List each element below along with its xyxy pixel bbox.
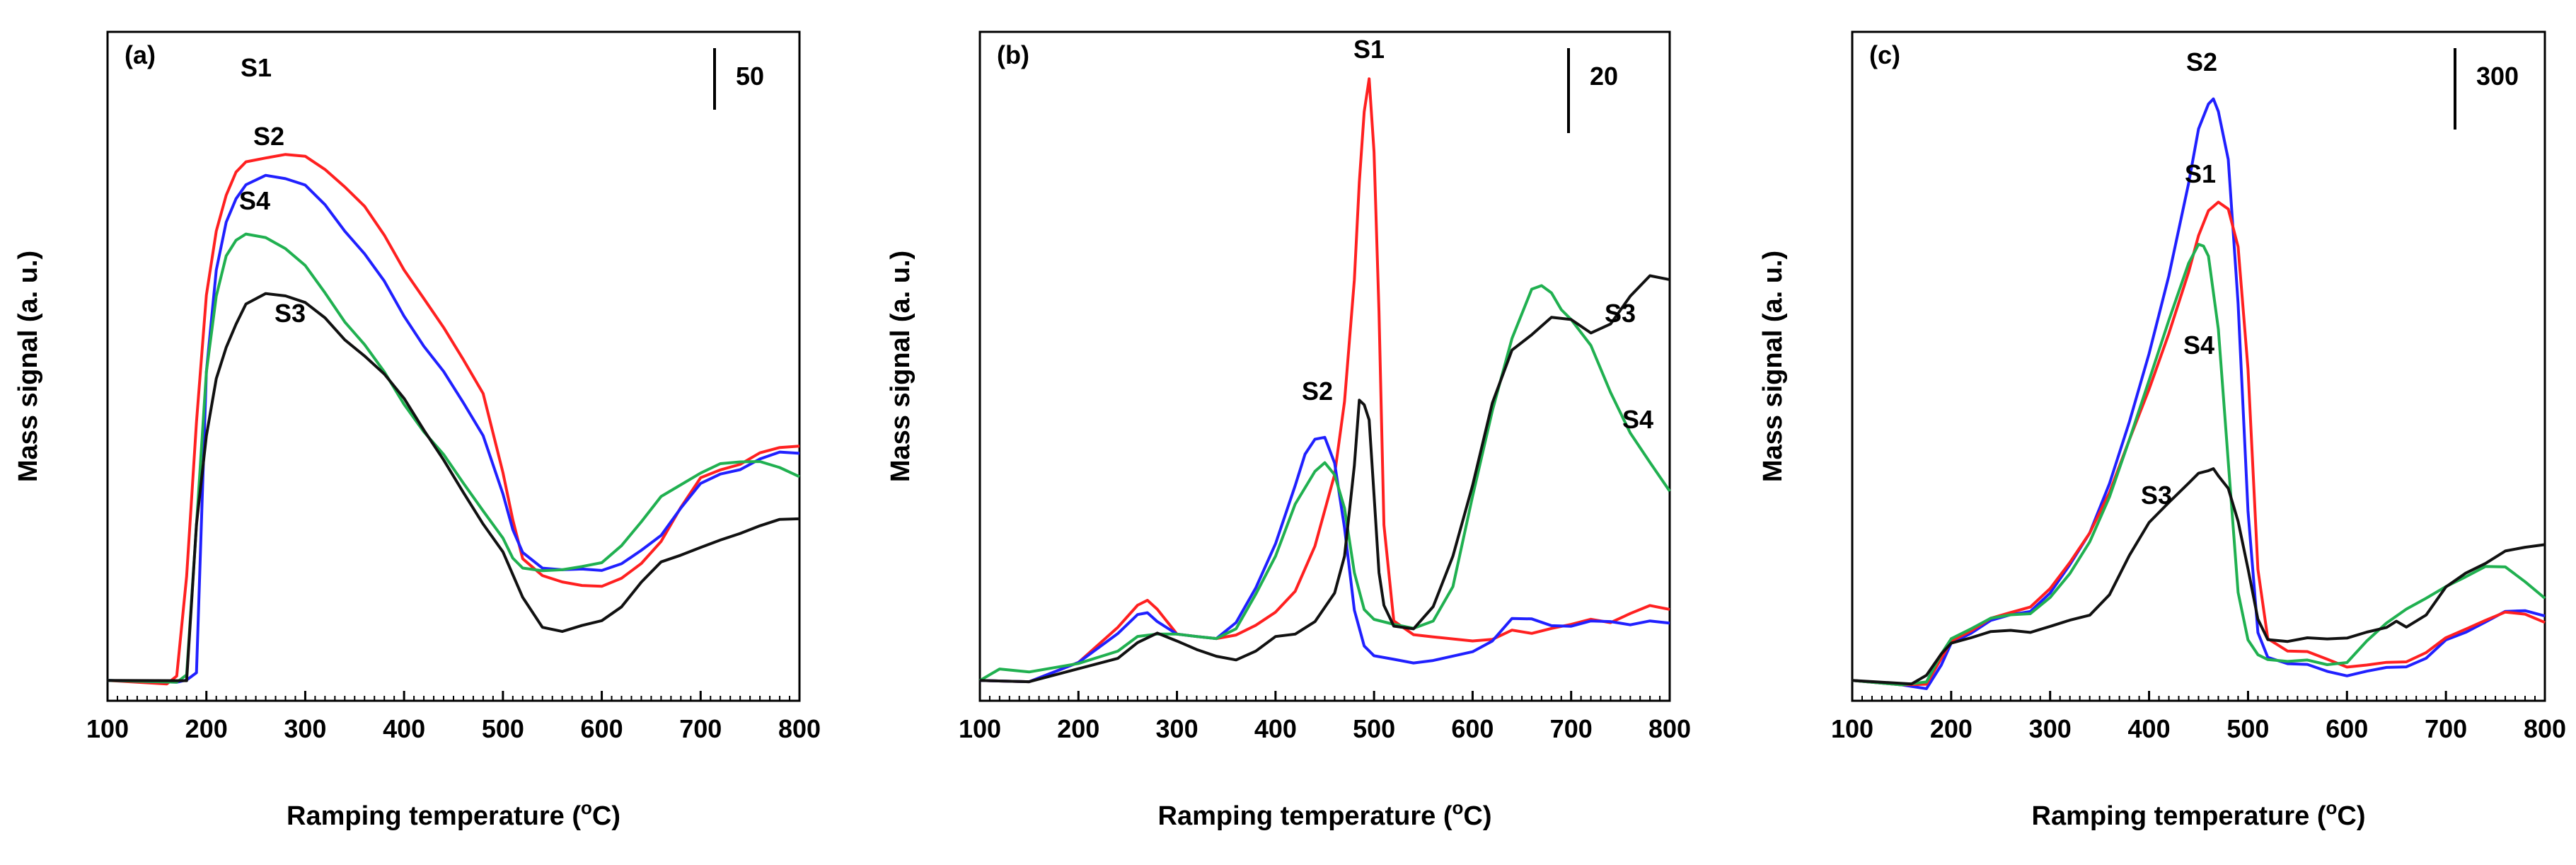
series-annotation-S4: S4 (1622, 405, 1653, 434)
series-line-S3 (107, 292, 800, 682)
scale-bar-label: 300 (2476, 62, 2519, 91)
x-tick-label: 200 (185, 714, 228, 743)
series-line-S2 (979, 435, 1670, 684)
series-line-S4 (978, 284, 1671, 682)
series-line-S4 (1852, 243, 2546, 687)
series-line-S4 (107, 232, 800, 684)
panel-label: (a) (125, 40, 156, 69)
series-annotation-S3: S3 (1605, 299, 1636, 328)
x-axis-label: Ramping temperature (oC) (287, 797, 620, 831)
series-annotation-S2: S2 (1302, 377, 1333, 406)
series-annotation-S1: S1 (2185, 159, 2216, 188)
series-annotation-S1: S1 (1353, 35, 1385, 64)
series-line-S2 (107, 173, 800, 684)
x-tick-label: 100 (1831, 714, 1873, 743)
series-line-S3 (979, 274, 1670, 684)
x-tick-label: 100 (86, 714, 129, 743)
series-annotation-S2: S2 (2186, 47, 2217, 76)
x-tick-label: 300 (284, 714, 326, 743)
x-tick-label: 400 (1254, 714, 1297, 743)
scale-bar-label: 20 (1590, 62, 1618, 91)
x-tick-label: 800 (2524, 714, 2566, 743)
x-axis-label: Ramping temperature (oC) (1158, 797, 1492, 831)
panel-label: (b) (997, 40, 1029, 69)
series-annotation-S3: S3 (2141, 481, 2172, 510)
x-tick-label: 700 (2425, 714, 2467, 743)
x-tick-label: 600 (1451, 714, 1494, 743)
panel-label: (c) (1869, 40, 1900, 69)
x-tick-label: 600 (2326, 714, 2368, 743)
x-tick-label: 700 (1550, 714, 1593, 743)
x-tick-label: 400 (383, 714, 425, 743)
x-tick-label: 500 (2226, 714, 2269, 743)
series-line-S3 (1852, 467, 2546, 686)
y-axis-label: Mass signal (a. u.) (1758, 251, 1788, 482)
series-line-S1 (1852, 200, 2546, 687)
series-line-S1 (979, 77, 1670, 684)
panel-b: 100 200 300 400 500 600 700 800 Ramping temperat… (886, 30, 1691, 831)
x-tick-label: 300 (2029, 714, 2072, 743)
series-annotation-S4: S4 (2183, 331, 2214, 360)
series-annotation-S4: S4 (239, 186, 270, 215)
x-tick-label: 600 (581, 714, 623, 743)
x-axis-label: Ramping temperature (oC) (2032, 797, 2366, 831)
plot-frame (106, 30, 801, 702)
x-tick-label: 500 (482, 714, 524, 743)
x-tick-label: 500 (1353, 714, 1395, 743)
x-tick-label: 200 (1930, 714, 1973, 743)
series-annotation-S2: S2 (253, 122, 284, 151)
x-tick-label: 800 (778, 714, 821, 743)
series-line-S1 (107, 153, 800, 686)
panel-a: 100 200 300 400 500 600 700 800 Ramping temperat… (13, 30, 821, 831)
panel-c: 100 200 300 400 500 600 700 800 Ramping temperat… (1758, 30, 2566, 831)
y-axis-label: Mass signal (a. u.) (13, 251, 43, 482)
x-tick-label: 200 (1057, 714, 1099, 743)
x-tick-label: 100 (959, 714, 1001, 743)
x-tick-label: 400 (2128, 714, 2171, 743)
x-tick-label: 300 (1156, 714, 1199, 743)
plot-frame (978, 30, 1671, 702)
series-annotation-S3: S3 (275, 299, 306, 328)
x-tick-label: 700 (679, 714, 722, 743)
scale-bar-label: 50 (736, 62, 764, 91)
x-tick-label: 800 (1648, 714, 1691, 743)
y-axis-label: Mass signal (a. u.) (886, 251, 916, 482)
series-annotation-S1: S1 (241, 53, 272, 82)
